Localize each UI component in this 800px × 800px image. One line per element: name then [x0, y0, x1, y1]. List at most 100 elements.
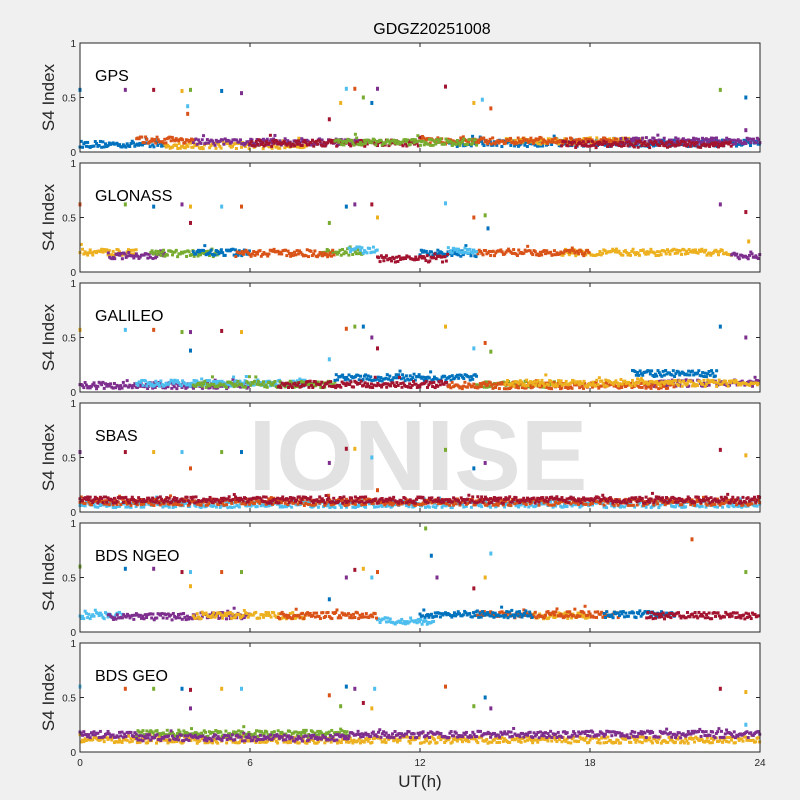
data-point: [515, 383, 519, 387]
data-point: [524, 386, 528, 390]
data-point: [722, 144, 726, 148]
data-point: [112, 496, 116, 500]
data-point: [364, 505, 368, 509]
data-point: [100, 496, 104, 500]
data-point: [678, 379, 682, 383]
data-point: [178, 252, 182, 256]
data-point: [650, 499, 654, 503]
data-point: [711, 378, 715, 382]
data-point: [570, 143, 574, 147]
data-point: [252, 383, 256, 387]
data-point: [118, 504, 122, 508]
data-point: [673, 375, 677, 379]
data-point: [445, 498, 449, 502]
data-point: [102, 386, 106, 390]
data-point: [231, 377, 235, 381]
data-point: [729, 144, 733, 148]
data-point: [418, 143, 422, 147]
data-point: [222, 503, 226, 507]
data-point: [441, 500, 445, 504]
data-point: [536, 142, 540, 146]
data-point: [702, 142, 706, 146]
data-point: [348, 250, 352, 254]
data-point: [597, 496, 601, 500]
data-point: [153, 383, 157, 387]
data-point: [240, 383, 244, 387]
data-point: [483, 495, 487, 499]
data-point: [380, 505, 384, 509]
data-point: [133, 252, 137, 256]
data-point: [124, 145, 128, 149]
data-point: [646, 252, 650, 256]
data-point: [130, 252, 134, 256]
data-point: [324, 252, 328, 256]
data-point: [714, 143, 718, 147]
data-point: [629, 253, 633, 257]
data-point: [522, 382, 526, 386]
data-point: [450, 251, 454, 255]
data-point: [502, 139, 506, 143]
data-point: [532, 384, 536, 388]
data-point: [543, 384, 547, 388]
data-point: [632, 251, 636, 255]
data-point: [218, 505, 222, 509]
data-point: [243, 145, 247, 149]
data-point: [614, 139, 618, 143]
outlier-point: [718, 202, 722, 207]
data-point: [156, 138, 160, 142]
outlier-point: [472, 346, 476, 351]
outlier-point: [489, 106, 493, 111]
data-point: [92, 503, 96, 507]
data-point: [608, 501, 612, 505]
data-point: [125, 254, 129, 258]
data-point: [146, 256, 150, 260]
data-point: [140, 500, 144, 504]
data-point: [506, 503, 510, 507]
data-point: [387, 377, 391, 381]
data-point: [703, 371, 707, 375]
data-point: [521, 136, 525, 140]
data-point: [390, 259, 394, 263]
data-point: [613, 250, 617, 254]
data-point: [468, 383, 472, 387]
data-point: [473, 138, 477, 142]
data-point: [497, 387, 501, 391]
data-point: [442, 382, 446, 386]
data-point: [343, 382, 347, 386]
data-point: [191, 140, 195, 144]
data-point: [172, 381, 176, 385]
data-point: [466, 502, 470, 506]
data-point: [538, 250, 542, 254]
data-point: [152, 503, 156, 507]
data-point: [355, 136, 359, 140]
data-point: [513, 144, 517, 148]
data-point: [488, 140, 492, 144]
data-point: [451, 248, 455, 252]
data-point: [583, 381, 587, 385]
data-point: [450, 506, 454, 510]
data-point: [752, 504, 756, 508]
data-point: [250, 252, 254, 256]
data-point: [322, 140, 326, 144]
data-point: [401, 144, 405, 148]
data-point: [268, 499, 272, 503]
data-point: [640, 143, 644, 147]
data-point: [208, 386, 212, 390]
data-point: [523, 504, 527, 508]
data-point: [526, 383, 530, 387]
data-point: [757, 379, 761, 383]
data-point: [649, 247, 653, 251]
data-point: [193, 499, 197, 503]
data-point: [370, 499, 374, 503]
data-point: [165, 253, 169, 257]
data-point: [672, 138, 676, 142]
data-point: [513, 502, 517, 506]
data-point: [652, 501, 656, 505]
data-point: [203, 379, 207, 383]
data-point: [102, 145, 106, 149]
data-point: [446, 246, 450, 250]
data-point: [183, 146, 187, 150]
data-point: [210, 139, 214, 143]
data-point: [315, 255, 319, 259]
data-point: [93, 505, 97, 509]
